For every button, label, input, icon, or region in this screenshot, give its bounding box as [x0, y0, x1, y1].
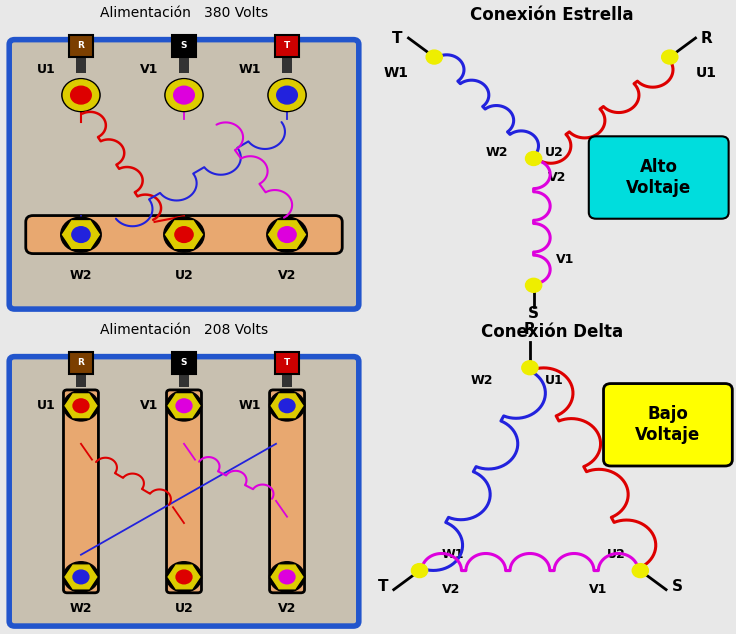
Circle shape	[266, 217, 308, 252]
FancyBboxPatch shape	[269, 390, 305, 593]
FancyBboxPatch shape	[275, 352, 299, 374]
Text: U2: U2	[607, 548, 626, 561]
Circle shape	[63, 80, 99, 110]
Text: R: R	[524, 322, 536, 337]
FancyBboxPatch shape	[166, 390, 202, 593]
Circle shape	[279, 570, 295, 584]
FancyBboxPatch shape	[604, 384, 732, 466]
Circle shape	[632, 564, 648, 578]
Circle shape	[662, 50, 678, 64]
Polygon shape	[168, 565, 200, 589]
Text: W1: W1	[383, 66, 408, 80]
Text: U2: U2	[174, 602, 194, 616]
Text: R: R	[701, 30, 712, 46]
Text: T: T	[378, 579, 388, 594]
Text: Conexión Delta: Conexión Delta	[481, 323, 623, 341]
Circle shape	[426, 50, 442, 64]
Circle shape	[166, 562, 202, 592]
Text: W1: W1	[238, 399, 261, 412]
Text: V2: V2	[278, 269, 296, 283]
Polygon shape	[168, 394, 200, 418]
Text: V2: V2	[278, 602, 296, 616]
Text: W2: W2	[70, 602, 92, 616]
Circle shape	[411, 564, 428, 578]
Circle shape	[63, 562, 99, 592]
Polygon shape	[65, 565, 97, 589]
FancyBboxPatch shape	[275, 35, 299, 57]
Text: R: R	[77, 358, 85, 368]
Text: R: R	[77, 41, 85, 51]
Text: Alimentación   208 Volts: Alimentación 208 Volts	[100, 323, 268, 337]
Polygon shape	[63, 221, 99, 249]
Circle shape	[166, 80, 202, 110]
Text: W1: W1	[238, 63, 261, 76]
Circle shape	[72, 227, 90, 242]
Circle shape	[522, 361, 538, 375]
Text: S: S	[181, 41, 187, 51]
Text: V1: V1	[589, 583, 607, 596]
Text: Bajo
Voltaje: Bajo Voltaje	[635, 405, 701, 444]
Text: Alto
Voltaje: Alto Voltaje	[626, 158, 691, 197]
Text: V1: V1	[556, 254, 574, 266]
Circle shape	[526, 152, 542, 165]
Circle shape	[175, 227, 193, 242]
FancyBboxPatch shape	[69, 352, 93, 374]
Text: W2: W2	[70, 269, 92, 283]
Text: V1: V1	[140, 399, 158, 412]
Polygon shape	[271, 565, 303, 589]
Text: U1: U1	[37, 63, 55, 76]
FancyBboxPatch shape	[9, 39, 359, 309]
Text: T: T	[284, 358, 290, 368]
FancyBboxPatch shape	[69, 35, 93, 57]
FancyBboxPatch shape	[172, 352, 196, 374]
Text: U2: U2	[545, 146, 563, 158]
Text: U2: U2	[174, 269, 194, 283]
Circle shape	[73, 399, 89, 413]
Circle shape	[71, 86, 91, 104]
Circle shape	[166, 391, 202, 421]
Circle shape	[176, 570, 192, 584]
Circle shape	[277, 86, 297, 104]
FancyBboxPatch shape	[63, 390, 99, 593]
Circle shape	[165, 79, 203, 112]
Circle shape	[60, 217, 101, 252]
Text: V1: V1	[140, 63, 158, 76]
Circle shape	[176, 399, 192, 413]
Text: V2: V2	[442, 583, 460, 596]
Polygon shape	[166, 221, 202, 249]
FancyBboxPatch shape	[589, 136, 729, 219]
FancyBboxPatch shape	[9, 356, 359, 626]
Circle shape	[174, 86, 194, 104]
Polygon shape	[65, 394, 97, 418]
Text: S: S	[528, 306, 539, 321]
Circle shape	[269, 391, 305, 421]
Circle shape	[269, 80, 305, 110]
Text: T: T	[392, 30, 403, 46]
Circle shape	[269, 562, 305, 592]
FancyBboxPatch shape	[172, 35, 196, 57]
Polygon shape	[271, 394, 303, 418]
Circle shape	[62, 79, 100, 112]
Text: Conexión Estrella: Conexión Estrella	[470, 6, 634, 24]
Circle shape	[279, 399, 295, 413]
Text: W1: W1	[442, 548, 464, 561]
Circle shape	[526, 278, 542, 292]
Circle shape	[63, 391, 99, 421]
Circle shape	[73, 570, 89, 584]
Circle shape	[278, 227, 296, 242]
Text: W2: W2	[470, 374, 493, 387]
Circle shape	[268, 79, 306, 112]
Text: S: S	[181, 358, 187, 368]
Text: U1: U1	[696, 66, 717, 80]
Text: T: T	[284, 41, 290, 51]
Text: S: S	[672, 579, 682, 594]
Text: Alimentación   380 Volts: Alimentación 380 Volts	[100, 6, 268, 20]
Polygon shape	[269, 221, 305, 249]
Text: U1: U1	[37, 399, 55, 412]
FancyBboxPatch shape	[26, 216, 342, 254]
Text: U1: U1	[545, 374, 563, 387]
Text: V2: V2	[548, 171, 567, 184]
Circle shape	[163, 217, 205, 252]
Text: W2: W2	[485, 146, 508, 158]
